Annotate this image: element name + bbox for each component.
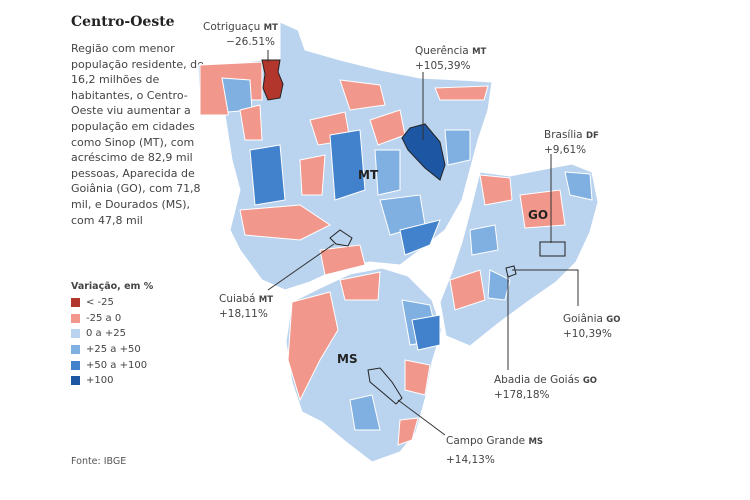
source-note: Fonte: IBGE xyxy=(71,456,127,467)
leader-line xyxy=(267,243,335,291)
municipality xyxy=(519,189,566,229)
municipality xyxy=(319,244,366,276)
legend-swatch xyxy=(71,360,80,370)
municipality xyxy=(469,224,499,256)
municipality xyxy=(339,79,386,111)
municipality-goiania xyxy=(505,265,517,278)
legend-label: < -25 xyxy=(86,297,114,309)
municipality xyxy=(564,171,593,201)
municipality xyxy=(249,144,286,206)
municipality-querencia xyxy=(401,123,446,181)
annotation-querencia: Querência MT +105,39% xyxy=(415,45,487,72)
legend-item: +50 a +100 xyxy=(71,357,153,373)
legend-item: 0 a +25 xyxy=(71,326,153,342)
municipality xyxy=(487,269,511,301)
legend-swatch xyxy=(71,345,80,355)
annotation-campo-grande: Campo Grande MS +14,13% xyxy=(446,435,544,466)
municipality xyxy=(411,314,441,351)
legend-swatch xyxy=(71,313,80,323)
leader-line xyxy=(512,269,579,306)
map-description: Região com menor população residente, de… xyxy=(71,42,204,227)
legend-label: +25 a +50 xyxy=(86,344,141,356)
annotation-cuiaba: Cuiabá MT +18,11% xyxy=(219,293,274,320)
legend-label: 0 a +25 xyxy=(86,328,126,340)
annotation-abadia-de-goias: Abadia de Goiás GO +178,18% xyxy=(494,374,598,401)
municipality xyxy=(399,219,441,256)
municipality xyxy=(239,104,263,141)
municipality xyxy=(349,394,381,431)
municipality xyxy=(339,271,381,301)
legend-label: +50 a +100 xyxy=(86,359,148,371)
municipality-cotriguacu xyxy=(261,59,284,101)
state-label-go: GO xyxy=(528,208,549,222)
municipality xyxy=(449,269,486,311)
legend-label: -25 a 0 xyxy=(86,312,122,324)
legend-swatch xyxy=(71,376,80,386)
legend-item: < -25 xyxy=(71,295,153,311)
municipality xyxy=(444,129,471,166)
legend: Variação, em % < -25 -25 a 0 0 a +25 +25… xyxy=(71,281,153,389)
municipality xyxy=(404,359,431,396)
legend-label: +100 xyxy=(86,375,114,387)
annotation-goiania: Goiânia GO +10,39% xyxy=(563,313,621,340)
annotation-brasilia: Brasília DF +9,61% xyxy=(544,129,599,156)
legend-item: +100 xyxy=(71,373,153,389)
district-df xyxy=(539,241,566,257)
legend-swatch xyxy=(71,298,80,308)
municipality xyxy=(239,204,331,241)
municipality xyxy=(287,291,339,402)
legend-title: Variação, em % xyxy=(71,281,154,292)
municipality-cuiaba xyxy=(329,229,353,247)
map-title: Centro-Oeste xyxy=(71,14,175,30)
municipality xyxy=(329,129,366,201)
leader-line xyxy=(397,399,446,436)
legend-item: -25 a 0 xyxy=(71,311,153,327)
legend-swatch xyxy=(71,329,80,339)
municipality xyxy=(434,85,489,101)
state-label-ms: MS xyxy=(337,352,358,366)
municipality xyxy=(374,149,401,196)
state-label-mt: MT xyxy=(358,168,379,182)
legend-item: +25 a +50 xyxy=(71,342,153,358)
municipality xyxy=(299,154,326,196)
municipality xyxy=(397,417,419,446)
annotation-cotriguacu: Cotriguaçu MT −26.51% xyxy=(203,21,278,48)
municipality xyxy=(479,174,513,206)
